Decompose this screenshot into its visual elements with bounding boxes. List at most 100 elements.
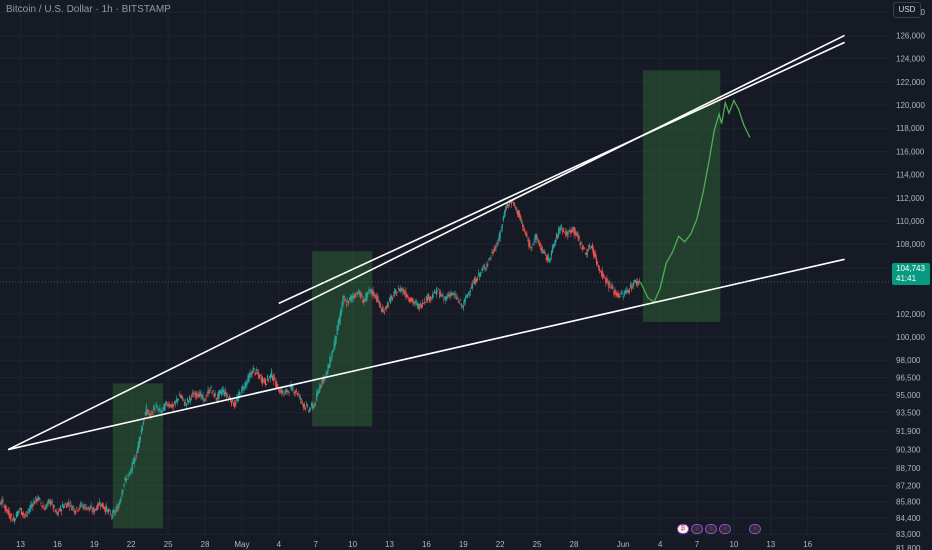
candle-body	[638, 280, 641, 283]
candle-body	[352, 296, 354, 299]
time-tick-label: 19	[90, 540, 99, 549]
candle-body	[219, 389, 221, 394]
candle-body	[31, 504, 33, 507]
candle-body	[568, 231, 570, 232]
candle-body	[260, 376, 262, 382]
candle-body	[195, 394, 197, 398]
candle-body	[180, 395, 183, 399]
candle-body	[519, 212, 521, 218]
candle-body	[167, 405, 169, 407]
candle-body	[34, 501, 36, 504]
candle-body	[26, 514, 28, 516]
candle-body	[537, 239, 539, 243]
candle-body	[598, 264, 600, 269]
candle-body	[220, 391, 222, 395]
candle-body	[626, 290, 628, 292]
candle-body	[459, 300, 461, 301]
candle-body	[227, 397, 230, 399]
candle-body	[118, 503, 120, 508]
candle-body	[423, 301, 425, 303]
candle-body	[106, 506, 108, 510]
candle-body	[305, 404, 308, 406]
candle-body	[48, 499, 50, 504]
candle-body	[533, 241, 535, 243]
time-tick-label: 4	[277, 540, 282, 549]
channel-line	[278, 41, 845, 305]
bitcoin-icon[interactable]: ₿	[677, 524, 689, 534]
time-tick-label: May	[234, 540, 249, 549]
price-tick-label: 110,000	[896, 217, 925, 226]
candle-body	[637, 281, 640, 284]
candle-body	[630, 285, 632, 289]
candle-body	[312, 404, 314, 409]
candle-body	[618, 293, 620, 298]
candle-body	[500, 229, 502, 232]
candle-body	[30, 504, 32, 509]
candle-body	[129, 472, 131, 474]
candle-body	[553, 243, 556, 247]
candle-body	[88, 507, 90, 510]
candle-body	[258, 374, 260, 379]
candle-body	[472, 282, 475, 284]
candle-body	[572, 227, 574, 230]
us-flag-icon[interactable]: ≡	[749, 524, 761, 534]
candle-body	[95, 507, 97, 511]
currency-button[interactable]: USD	[893, 2, 921, 18]
candle-body	[316, 393, 318, 401]
candle-body	[222, 389, 225, 393]
candle-body	[490, 257, 492, 258]
candle-body	[370, 288, 372, 292]
candle-body	[383, 311, 385, 314]
candle-body	[366, 292, 368, 300]
candle-body	[364, 298, 366, 301]
candle-body	[607, 279, 609, 284]
candle-body	[378, 300, 380, 305]
candle-body	[240, 394, 242, 396]
candle-body	[283, 393, 285, 395]
candle-body	[317, 391, 319, 396]
candle-body	[380, 309, 382, 312]
candle-body	[467, 292, 470, 295]
candle-body	[629, 284, 631, 287]
candle-body	[536, 235, 538, 240]
candle-body	[79, 505, 81, 508]
candle-body	[13, 518, 15, 523]
candle-body	[440, 292, 442, 297]
candle-body	[468, 293, 471, 295]
candle-body	[602, 271, 604, 279]
time-tick-label: 28	[570, 540, 579, 549]
candle-body	[155, 405, 157, 407]
candle-body	[574, 228, 576, 235]
us-flag-icon[interactable]: ≡	[719, 524, 731, 534]
us-flag-icon[interactable]: ≡	[705, 524, 717, 534]
candle-body	[56, 512, 58, 516]
candle-body	[133, 457, 135, 464]
candle-body	[35, 496, 37, 502]
candle-body	[74, 509, 76, 514]
us-flag-icon[interactable]: ≡	[691, 524, 703, 534]
candle-body	[534, 235, 536, 240]
candle-body	[348, 300, 350, 304]
candle-body	[54, 509, 56, 512]
candle-body	[354, 294, 356, 297]
candle-body	[42, 504, 44, 508]
time-tick-label: 16	[803, 540, 812, 549]
candle-body	[481, 269, 483, 271]
candle-body	[493, 248, 495, 253]
price-tick-label: 100,000	[896, 333, 925, 342]
candle-body	[496, 243, 498, 245]
candle-body	[19, 508, 22, 509]
candle-body	[404, 292, 406, 294]
time-axis: 13 16 19 22 25 28 May 4 7 10 13 16 19 22 25 28 Jun 4 7 10 13…	[16, 540, 813, 549]
candle-body	[514, 207, 517, 209]
candle-body	[337, 320, 339, 330]
candle-body	[71, 506, 73, 511]
candle-body	[624, 290, 626, 294]
candle-body	[355, 294, 357, 298]
price-tick-label: 116,000	[896, 147, 925, 156]
candle-body	[357, 294, 359, 295]
candle-body	[447, 294, 449, 296]
projection-path	[639, 98, 751, 304]
candle-body	[14, 519, 16, 520]
